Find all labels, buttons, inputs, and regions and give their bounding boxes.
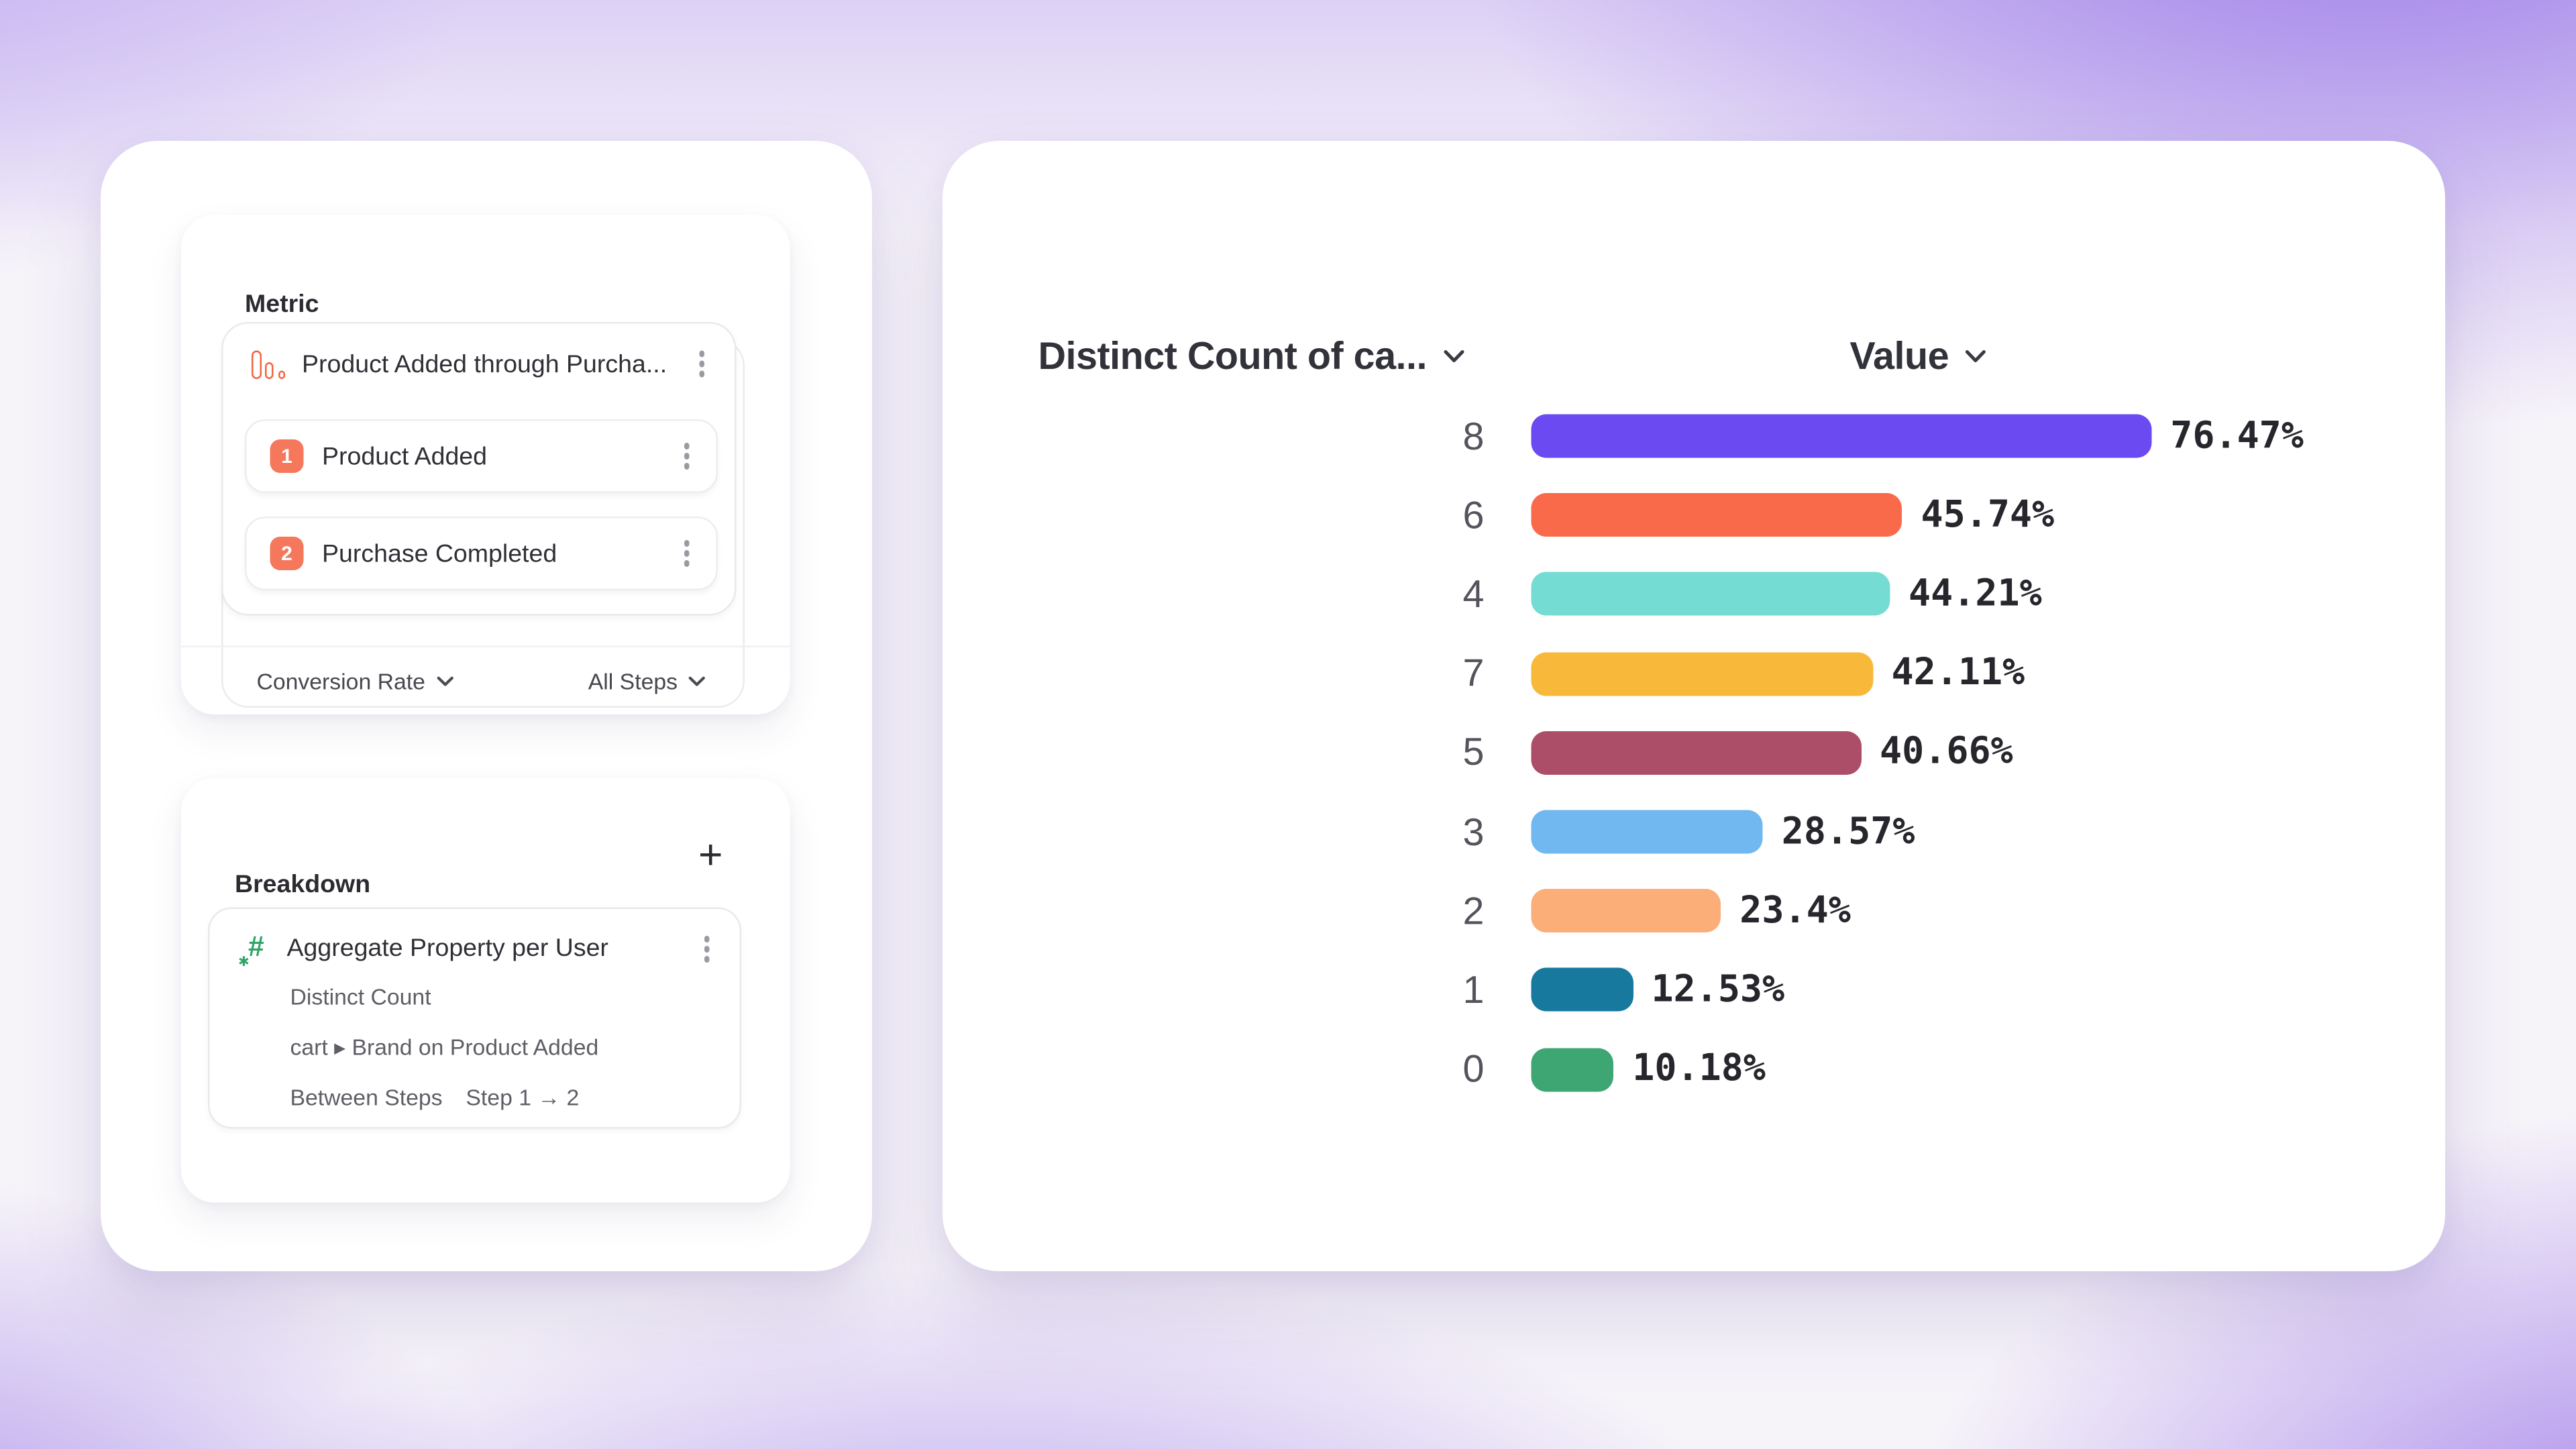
chart-category-label: 6 bbox=[1462, 492, 1485, 537]
chart-bar-0[interactable] bbox=[1531, 1047, 1614, 1091]
chart-category-label: 5 bbox=[1462, 730, 1485, 774]
breakdown-property-path: cart ▸ Brand on Product Added bbox=[290, 1034, 599, 1061]
conversion-rate-dropdown[interactable]: Conversion Rate bbox=[257, 668, 454, 694]
breakdown-scope-label: Between Steps bbox=[290, 1085, 443, 1111]
query-panel: Metric Product Added through Purcha... 1… bbox=[101, 141, 872, 1271]
breakdown-property-title: Aggregate Property per User bbox=[286, 934, 608, 963]
chevron-down-icon bbox=[436, 676, 453, 686]
property-hash-icon: # ✱ bbox=[238, 930, 264, 969]
chart-category-label: 2 bbox=[1462, 888, 1485, 932]
conversion-rate-label: Conversion Rate bbox=[256, 668, 425, 694]
step-label: Product Added bbox=[322, 441, 488, 471]
step-number-badge: 2 bbox=[270, 537, 304, 570]
chevron-down-icon bbox=[1966, 350, 1986, 362]
chart-value-label: 12.53% bbox=[1651, 969, 1785, 1012]
breakdown-scope-value: Step 1 → 2 bbox=[466, 1085, 580, 1111]
chart-bar-1[interactable] bbox=[1531, 968, 1633, 1012]
chart-row-6: 6 45.74% bbox=[1345, 492, 2055, 537]
metric-module: Metric Product Added through Purcha... 1… bbox=[181, 215, 790, 714]
funnel-step-1[interactable]: 1 Product Added bbox=[245, 419, 718, 493]
add-breakdown-button[interactable]: + bbox=[698, 832, 723, 879]
chart-row-2: 2 23.4% bbox=[1345, 888, 1851, 933]
chart-bar-5[interactable] bbox=[1531, 731, 1862, 775]
chart-group-column-label: Distinct Count of ca... bbox=[1038, 333, 1428, 378]
chart-value-label: 40.66% bbox=[1879, 731, 2013, 774]
chart-value-label: 45.74% bbox=[1921, 494, 2055, 537]
chart-value-column-header[interactable]: Value bbox=[1849, 335, 1987, 378]
step-number-badge: 1 bbox=[270, 439, 304, 473]
chart-bar-6[interactable] bbox=[1531, 493, 1902, 537]
step-label: Purchase Completed bbox=[322, 539, 557, 568]
chart-row-0: 0 10.18% bbox=[1345, 1046, 1766, 1091]
chevron-down-icon bbox=[688, 676, 705, 686]
chart-category-label: 1 bbox=[1462, 967, 1485, 1012]
chart-value-label: 28.57% bbox=[1781, 810, 1915, 853]
chart-row-4: 4 44.21% bbox=[1345, 572, 2042, 616]
chevron-down-icon bbox=[1443, 350, 1464, 362]
metric-event-row[interactable]: Product Added through Purcha... bbox=[223, 324, 735, 405]
chart-row-7: 7 42.11% bbox=[1345, 651, 2025, 696]
chart-category-label: 4 bbox=[1462, 572, 1485, 616]
chart-category-label: 7 bbox=[1462, 651, 1485, 695]
metric-event-label: Product Added through Purcha... bbox=[302, 350, 667, 378]
chart-value-column-label: Value bbox=[1849, 333, 1949, 378]
breakdown-title: Breakdown bbox=[235, 870, 371, 899]
kebab-menu-icon[interactable] bbox=[677, 534, 696, 574]
all-steps-dropdown[interactable]: All Steps bbox=[588, 668, 706, 694]
breakdown-property-header: # ✱ Aggregate Property per User bbox=[238, 929, 716, 969]
breakdown-module: Breakdown + # ✱ Aggregate Property per Us… bbox=[181, 778, 790, 1203]
chart-bar-8[interactable] bbox=[1531, 414, 2152, 458]
chart-value-label: 76.47% bbox=[2170, 415, 2304, 458]
chart-group-column-header[interactable]: Distinct Count of ca... bbox=[1038, 335, 1466, 378]
chart-value-label: 42.11% bbox=[1891, 652, 2025, 695]
chart-category-label: 8 bbox=[1462, 413, 1485, 458]
chart-row-1: 1 12.53% bbox=[1345, 967, 1785, 1012]
chart-row-5: 5 40.66% bbox=[1345, 730, 2013, 775]
chart-row-8: 8 76.47% bbox=[1345, 413, 2304, 458]
all-steps-label: All Steps bbox=[588, 668, 678, 694]
metric-title: Metric bbox=[245, 290, 319, 319]
chart-bar-7[interactable] bbox=[1531, 651, 1873, 696]
chart-row-3: 3 28.57% bbox=[1345, 809, 1915, 854]
funnel-metric-icon bbox=[252, 349, 285, 379]
chart-value-label: 44.21% bbox=[1909, 573, 2042, 616]
chart-bar-4[interactable] bbox=[1531, 572, 1890, 616]
breakdown-aggregation: Distinct Count bbox=[290, 984, 431, 1010]
breakdown-property-card[interactable]: # ✱ Aggregate Property per User Distinct … bbox=[208, 907, 741, 1129]
kebab-menu-icon[interactable] bbox=[697, 929, 716, 969]
chart-category-label: 3 bbox=[1462, 809, 1485, 853]
chart-bar-3[interactable] bbox=[1531, 810, 1764, 854]
metric-footer: Conversion Rate All Steps bbox=[181, 645, 790, 715]
kebab-menu-icon[interactable] bbox=[677, 437, 696, 476]
chart-category-label: 0 bbox=[1462, 1046, 1485, 1091]
chart-bar-2[interactable] bbox=[1531, 889, 1721, 933]
breakdown-scope-row: Between Steps Step 1 → 2 bbox=[290, 1085, 580, 1111]
funnel-step-2[interactable]: 2 Purchase Completed bbox=[245, 517, 718, 590]
chart-card: Distinct Count of ca... Value 8 76.47% 6 45… bbox=[943, 141, 2445, 1271]
kebab-menu-icon[interactable] bbox=[692, 344, 711, 384]
chart-value-label: 10.18% bbox=[1632, 1048, 1766, 1091]
chart-value-label: 23.4% bbox=[1739, 890, 1851, 932]
funnel-panel: Product Added through Purcha... 1 Produc… bbox=[221, 322, 737, 616]
